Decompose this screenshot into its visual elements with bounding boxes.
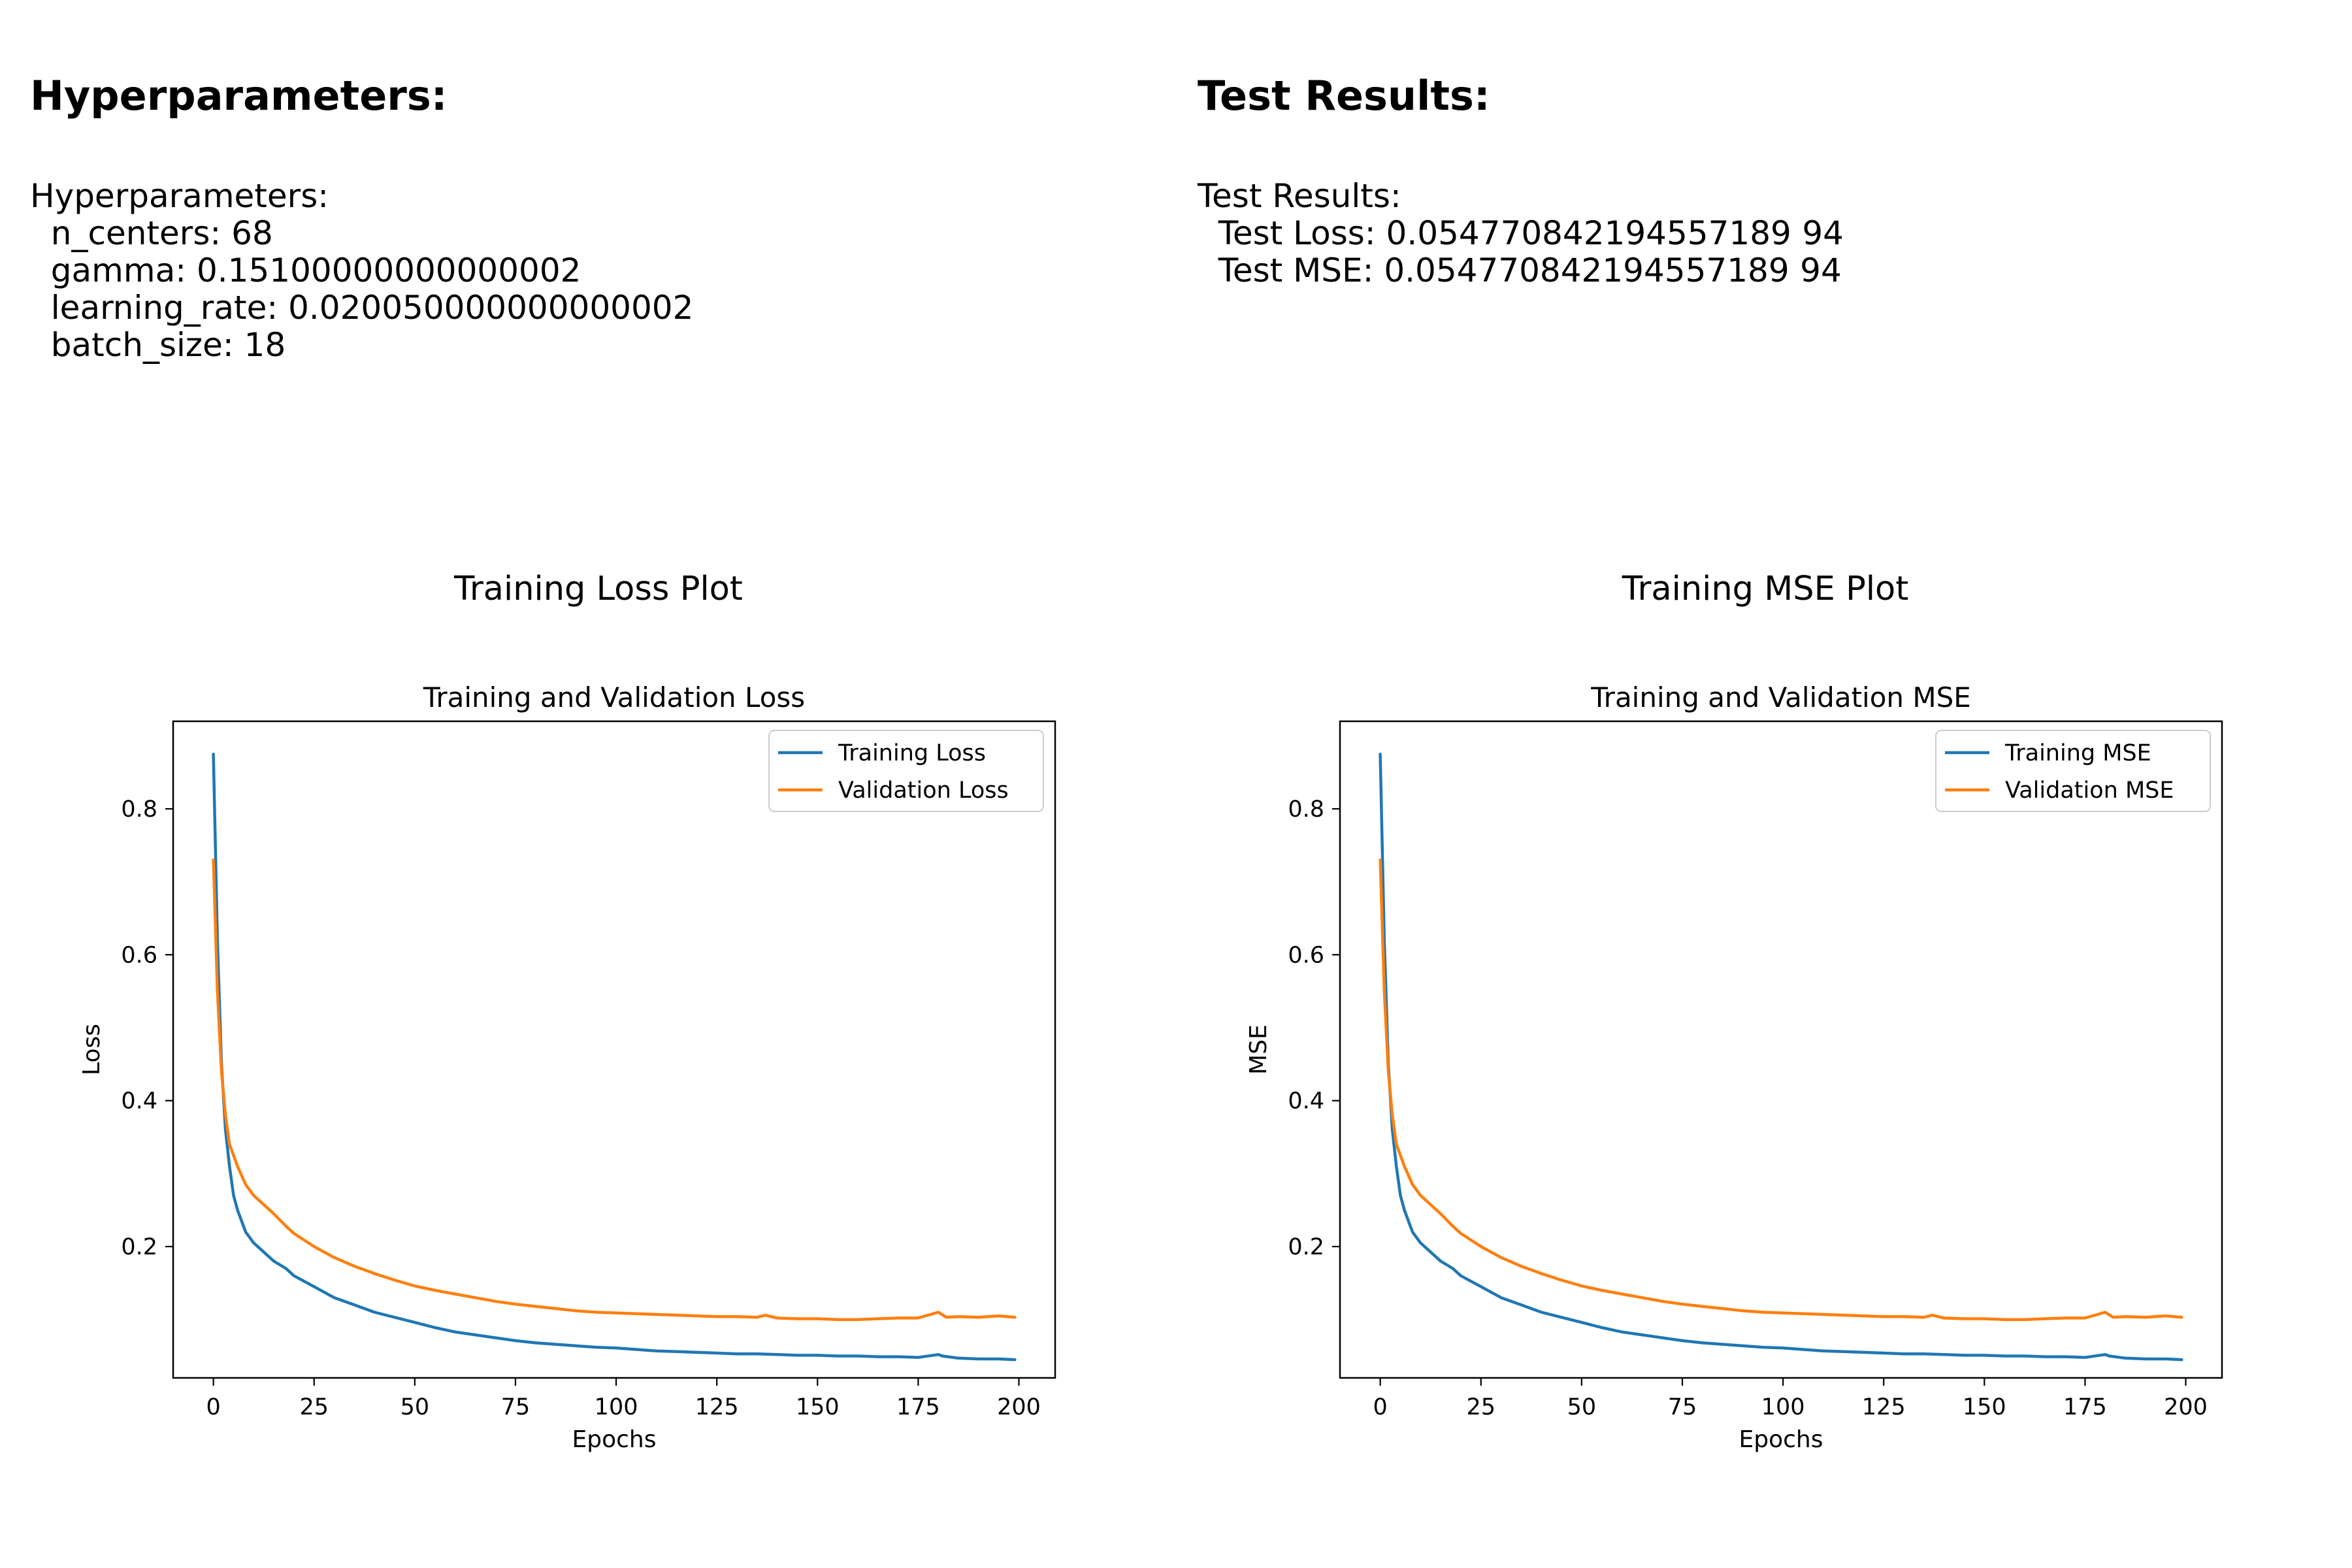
legend-box <box>1935 730 2211 812</box>
y-tick-label: 0.2 <box>1288 1234 1324 1260</box>
x-tick-label: 150 <box>796 1394 840 1420</box>
chart-title: Training and Validation Loss <box>423 681 805 713</box>
y-tick-label: 0.6 <box>121 942 157 968</box>
x-axis-label: Epochs <box>572 1426 657 1453</box>
legend: Training Loss Validation Loss <box>768 730 1044 812</box>
test-results-label: Test Results: <box>1198 177 1401 215</box>
series-line-training-loss <box>212 753 1017 1362</box>
x-tick-label: 175 <box>2063 1394 2107 1420</box>
axes-frame <box>172 720 1056 1379</box>
hyperparameters-label: Hyperparameters: <box>30 177 329 215</box>
legend: Training MSE Validation MSE <box>1935 730 2211 812</box>
x-tick-label: 100 <box>1761 1394 1805 1420</box>
y-tick-label: 0.6 <box>1288 942 1324 968</box>
x-tick-label: 100 <box>595 1394 638 1420</box>
x-tick-label: 0 <box>206 1394 221 1420</box>
chart-title: Training and Validation MSE <box>1590 681 1971 713</box>
test-mse-value: Test MSE: 0.054770842194557189 94 <box>1198 252 1842 289</box>
legend-entry: Training Loss <box>838 740 986 766</box>
hyperparameter-batch-size: batch_size: 18 <box>30 326 286 364</box>
y-tick-label: 0.8 <box>1288 796 1324 823</box>
loss-panel-title: Training Loss Plot <box>454 570 743 608</box>
test-loss-value: Test Loss: 0.054770842194557189 94 <box>1198 214 1844 252</box>
hyperparameters-heading: Hyperparameters: <box>30 72 448 120</box>
legend-entry: Validation Loss <box>838 777 1009 804</box>
hyperparameter-n-centers: n_centers: 68 <box>30 214 273 252</box>
hyperparameter-learning-rate: learning_rate: 0.020050000000000002 <box>30 289 694 327</box>
y-axis-label: MSE <box>1245 1024 1272 1075</box>
y-tick-label: 0.2 <box>121 1234 157 1260</box>
series-line-training-mse <box>1379 753 2183 1362</box>
x-tick-label: 200 <box>2164 1394 2208 1420</box>
hyperparameter-gamma: gamma: 0.15100000000000002 <box>30 252 581 289</box>
x-tick-label: 50 <box>1567 1394 1597 1420</box>
x-tick-label: 175 <box>896 1394 940 1420</box>
series-line-validation-mse <box>1379 858 2183 1321</box>
axes-frame <box>1339 720 2223 1379</box>
x-tick-label: 125 <box>695 1394 739 1420</box>
x-tick-label: 125 <box>1862 1394 1906 1420</box>
legend-box <box>768 730 1044 812</box>
y-axis-label: Loss <box>78 1024 105 1075</box>
x-tick-label: 0 <box>1373 1394 1388 1420</box>
hyperparameters-block: Hyperparameters: n_centers: 68 gamma: 0.… <box>30 178 693 364</box>
mse-chart: Training and Validation MSE 0 25 50 75 100 125… <box>1245 681 2223 1453</box>
series-line-validation-loss <box>212 858 1017 1321</box>
test-results-heading: Test Results: <box>1198 72 1490 120</box>
y-tick-label: 0.4 <box>1288 1088 1324 1115</box>
x-tick-label: 150 <box>1963 1394 2006 1420</box>
legend-entry: Training MSE <box>2004 740 2151 766</box>
y-tick-label: 0.8 <box>121 796 157 823</box>
x-tick-label: 75 <box>1668 1394 1697 1420</box>
loss-chart: Training and Validation Loss 0 25 50 75 100 12… <box>78 681 1056 1453</box>
x-tick-label: 75 <box>501 1394 531 1420</box>
mse-panel-title: Training MSE Plot <box>1622 570 1909 608</box>
y-tick-label: 0.4 <box>121 1088 157 1115</box>
x-tick-label: 50 <box>400 1394 430 1420</box>
x-tick-label: 200 <box>997 1394 1041 1420</box>
x-axis-label: Epochs <box>1739 1426 1823 1453</box>
x-tick-label: 25 <box>299 1394 329 1420</box>
x-tick-label: 25 <box>1466 1394 1495 1420</box>
test-results-block: Test Results: Test Loss: 0.0547708421945… <box>1198 178 1844 289</box>
legend-entry: Validation MSE <box>2005 777 2174 804</box>
